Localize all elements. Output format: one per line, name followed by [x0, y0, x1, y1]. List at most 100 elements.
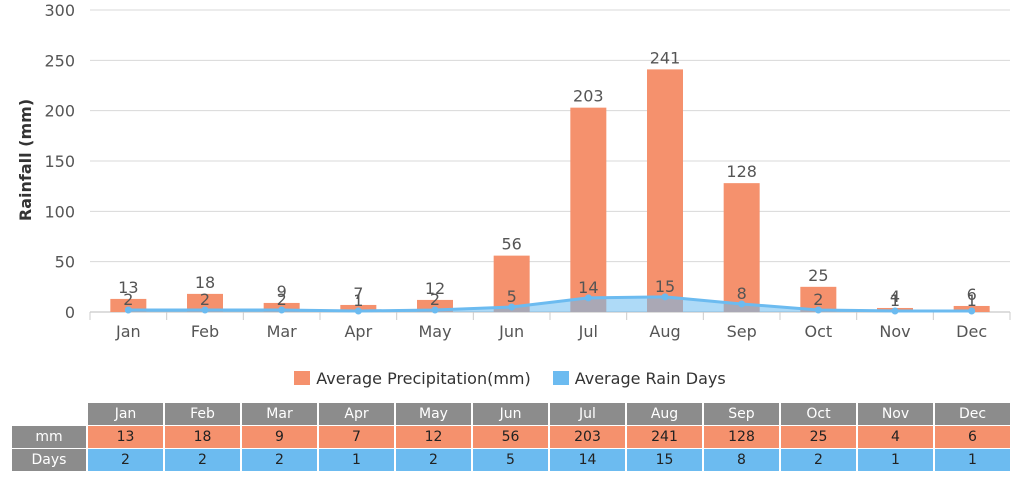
rain-days-point — [431, 306, 439, 314]
table-cell-mm: 25 — [781, 426, 856, 448]
rain-days-point — [738, 300, 746, 308]
x-category-label: Jul — [578, 322, 598, 341]
legend-item-rain-days[interactable]: Average Rain Days — [552, 369, 726, 388]
precipitation-bars — [110, 69, 990, 312]
rainfall-chart: 0 50 100 150 200 250 300 Rainfall (mm) Jan Feb M… — [16, 1, 1011, 341]
y-tick-label: 0 — [65, 303, 75, 322]
table-cell-days: 2 — [165, 449, 240, 471]
precipitation-data-label: 128 — [726, 162, 757, 181]
rain-days-point — [814, 306, 822, 314]
rain-days-data-label: 2 — [123, 290, 133, 309]
table-cell-days: 8 — [704, 449, 779, 471]
table-header-cell: May — [396, 403, 471, 425]
y-tick-label: 150 — [44, 152, 75, 171]
table-header-cell: Jan — [88, 403, 163, 425]
rain-days-data-label: 15 — [655, 277, 675, 296]
y-tick-label: 250 — [44, 51, 75, 70]
table-header-cell: Oct — [781, 403, 856, 425]
precipitation-data-label: 241 — [650, 48, 681, 67]
precipitation-data-label: 7 — [353, 284, 363, 303]
y-tick-label: 100 — [44, 202, 75, 221]
precipitation-bar — [647, 69, 683, 312]
x-category-label: Jan — [115, 322, 141, 341]
table-cell-days: 2 — [396, 449, 471, 471]
rain-days-data-label: 8 — [737, 284, 747, 303]
table-header-cell: Jul — [550, 403, 625, 425]
precipitation-bar — [723, 183, 760, 312]
table-cell-days: 2 — [88, 449, 163, 471]
table-header-cell: Jun — [473, 403, 548, 425]
table-row-label: mm — [12, 426, 86, 448]
table-header-cell: Apr — [319, 403, 394, 425]
table-cell-mm: 7 — [319, 426, 394, 448]
rain-days-data-label: 2 — [200, 290, 210, 309]
table-cell-mm: 128 — [704, 426, 779, 448]
grid-lines — [89, 9, 1011, 320]
rain-days-area-fill — [128, 296, 972, 312]
rain-days-data-label: 2 — [277, 290, 287, 309]
table-header-cell: Sep — [704, 403, 779, 425]
table-cell-mm: 18 — [165, 426, 240, 448]
table-header-cell: Feb — [165, 403, 240, 425]
table-header-cell: Dec — [935, 403, 1010, 425]
precipitation-data-label: 6 — [967, 285, 977, 304]
precipitation-data-label: 12 — [425, 279, 445, 298]
legend-item-precipitation[interactable]: Average Precipitation(mm) — [294, 368, 531, 388]
table-cell-days: 14 — [550, 449, 625, 471]
legend: Average Precipitation(mm) Average Rain D… — [0, 366, 1020, 390]
table-cell-days: 5 — [473, 449, 548, 471]
precipitation-data-label: 13 — [118, 278, 138, 297]
y-tick-label: 50 — [55, 253, 75, 272]
rain-days-data-label: 2 — [813, 290, 823, 309]
precipitation-bar — [493, 255, 530, 312]
rain-days-point — [278, 306, 286, 314]
x-category-label: Apr — [344, 322, 372, 341]
rain-days-data-label: 5 — [507, 287, 517, 306]
table-cell-days: 1 — [935, 449, 1010, 471]
rain-days-data-label: 2 — [430, 290, 440, 309]
legend-label-precipitation: Average Precipitation(mm) — [316, 368, 531, 388]
x-category-label: Jun — [498, 322, 524, 341]
table-corner — [12, 403, 86, 425]
rain-days-data-label: 1 — [353, 291, 363, 310]
x-category-label: May — [418, 322, 451, 341]
rain-days-data-labels: 2 2 2 1 2 5 14 15 8 2 1 1 — [123, 277, 977, 310]
precipitation-data-label: 56 — [501, 235, 521, 254]
rain-days-point — [584, 294, 592, 302]
legend-swatch-precipitation — [294, 371, 311, 385]
rain-days-point — [968, 307, 976, 315]
y-tick-label: 200 — [44, 102, 75, 121]
rain-days-point — [201, 306, 209, 314]
rain-days-point — [508, 303, 516, 311]
x-category-label: Feb — [191, 322, 219, 341]
x-category-label: Aug — [649, 322, 680, 341]
precipitation-data-label: 18 — [195, 273, 215, 292]
precipitation-data-label: 25 — [808, 266, 828, 285]
table-cell-days: 1 — [858, 449, 933, 471]
table-cell-mm: 56 — [473, 426, 548, 448]
table-cell-days: 2 — [242, 449, 317, 471]
table-cell-days: 15 — [627, 449, 702, 471]
data-table: Jan Feb Mar Apr May Jun Jul Aug Sep Oct Nov Dec mm … — [10, 402, 1012, 472]
table-row-days: Days 2 2 2 1 2 5 14 15 8 2 1 1 — [12, 449, 1010, 471]
x-category-label: Nov — [879, 322, 910, 341]
x-category-label: Oct — [804, 322, 832, 341]
rain-days-data-label: 14 — [578, 278, 598, 297]
table-cell-mm: 6 — [935, 426, 1010, 448]
rain-days-data-label: 1 — [890, 291, 900, 310]
table-cell-mm: 203 — [550, 426, 625, 448]
table-cell-mm: 12 — [396, 426, 471, 448]
precipitation-bar — [570, 107, 607, 312]
table-cell-mm: 9 — [242, 426, 317, 448]
y-axis-ticks: 0 50 100 150 200 250 300 — [44, 1, 75, 322]
table-header-row: Jan Feb Mar Apr May Jun Jul Aug Sep Oct Nov Dec — [12, 403, 1010, 425]
rain-days-point — [124, 306, 132, 314]
table-row-mm: mm 13 18 9 7 12 56 203 241 128 25 4 6 — [12, 426, 1010, 448]
table-cell-mm: 13 — [88, 426, 163, 448]
table-header-cell: Aug — [627, 403, 702, 425]
table-cell-days: 2 — [781, 449, 856, 471]
rain-days-area — [124, 293, 976, 315]
precipitation-data-label: 203 — [573, 87, 604, 106]
rain-days-line — [128, 295, 972, 313]
